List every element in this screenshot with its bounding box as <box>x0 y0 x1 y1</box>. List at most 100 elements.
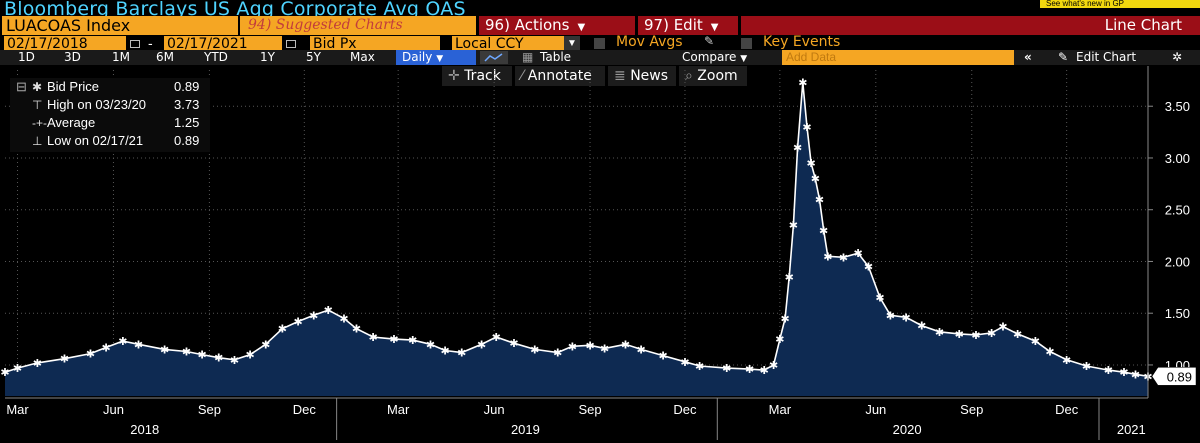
end-date-field[interactable]: 02/17/2021 <box>164 36 282 52</box>
data-point-marker: ✱ <box>760 364 769 377</box>
price-field-select[interactable]: Bid Px <box>310 36 440 52</box>
actions-menu-button[interactable]: 96) Actions ▼ <box>479 16 635 35</box>
data-point-marker: ✱ <box>1119 366 1128 379</box>
data-point-marker: ✱ <box>553 347 562 360</box>
key-events-checkbox[interactable] <box>741 38 752 49</box>
data-point-marker: ✱ <box>769 359 778 372</box>
data-point-marker: ✱ <box>811 173 820 186</box>
data-point-marker: ✱ <box>585 339 594 352</box>
mov-avgs-label: Mov Avgs <box>616 34 683 50</box>
asterisk-marker-icon: ✱ <box>32 80 43 94</box>
data-point-marker: ✱ <box>477 338 486 351</box>
data-point-marker: ✱ <box>819 224 828 237</box>
chevron-down-icon[interactable]: ▼ <box>564 36 580 52</box>
news-button[interactable]: ≣ News <box>608 66 676 86</box>
y-tick-label: 3.00 <box>1165 151 1190 166</box>
zoom-label: Zoom <box>697 68 738 84</box>
data-point-marker: ✱ <box>160 343 169 356</box>
table-button[interactable]: Table <box>540 50 572 64</box>
data-point-marker: ✱ <box>600 342 609 355</box>
annotate-button[interactable]: ⁄ Annotate <box>515 66 605 86</box>
data-point-marker: ✱ <box>134 338 143 351</box>
legend-row-bid-price[interactable]: ⊟ ✱ Bid Price 0.89 <box>10 78 210 96</box>
edit-chart-button[interactable]: Edit Chart <box>1076 50 1137 64</box>
y-tick-label: 2.00 <box>1165 254 1190 269</box>
data-point-marker: ✱ <box>426 338 435 351</box>
low-marker-icon: ⊥ <box>32 134 43 148</box>
data-point-marker: ✱ <box>457 347 466 360</box>
x-tick-label: Sep <box>578 402 601 417</box>
data-point-marker: ✱ <box>1104 364 1113 377</box>
calendar-icon[interactable] <box>128 36 142 52</box>
news-icon: ≣ <box>614 68 626 84</box>
table-icon[interactable]: ▦ <box>522 50 534 64</box>
add-data-input[interactable]: Add Data <box>782 50 1014 65</box>
line-chart-icon[interactable] <box>480 51 508 64</box>
key-events-label: Key Events <box>763 34 841 50</box>
period-ytd[interactable]: YTD <box>204 50 228 64</box>
pencil-icon[interactable]: ✎ <box>704 34 715 48</box>
data-point-marker: ✱ <box>509 337 518 350</box>
track-label: Track <box>464 68 501 84</box>
data-point-marker: ✱ <box>798 76 807 89</box>
data-point-marker: ✱ <box>13 362 22 375</box>
start-date-field[interactable]: 02/17/2018 <box>4 36 126 52</box>
x-tick-label: Dec <box>1055 402 1079 417</box>
frequency-select[interactable]: Daily ▼ <box>396 50 476 65</box>
data-point-marker: ✱ <box>793 142 802 155</box>
legend-row-average: -+- Average 1.25 <box>10 114 210 132</box>
ticker-field[interactable]: LUACOAS Index <box>2 16 238 35</box>
suggested-charts-button[interactable]: 94) Suggested Charts <box>240 16 476 35</box>
annotate-icon: ⁄ <box>521 68 524 84</box>
data-point-marker: ✱ <box>658 350 667 363</box>
data-point-marker: ✱ <box>245 349 254 362</box>
data-point-marker: ✱ <box>886 309 895 322</box>
data-point-marker: ✱ <box>214 352 223 365</box>
data-point-marker: ✱ <box>261 338 270 351</box>
data-point-marker: ✱ <box>621 338 630 351</box>
data-point-marker: ✱ <box>102 341 111 354</box>
year-label: 2019 <box>511 422 540 437</box>
period-1y[interactable]: 1Y <box>260 50 275 64</box>
data-point-marker: ✱ <box>182 345 191 358</box>
legend-panel: ⊟ ✱ Bid Price 0.89 ⊤ High on 03/23/20 3.… <box>10 78 210 152</box>
high-marker-icon: ⊤ <box>32 98 43 112</box>
data-point-marker: ✱ <box>955 328 964 341</box>
chevron-down-icon: ▼ <box>436 54 444 64</box>
data-point-marker: ✱ <box>823 250 832 263</box>
data-point-marker: ✱ <box>901 311 910 324</box>
legend-value: 3.73 <box>174 97 200 112</box>
edit-menu-button[interactable]: 97) Edit ▼ <box>638 16 738 35</box>
average-marker-icon: -+- <box>32 116 47 130</box>
chevron-down-icon: ▼ <box>577 22 586 33</box>
period-3d[interactable]: 3D <box>64 50 81 64</box>
data-point-marker: ✱ <box>230 354 239 367</box>
collapse-box-icon[interactable]: ⊟ <box>16 79 27 94</box>
calendar-icon[interactable] <box>284 36 298 52</box>
data-point-marker: ✱ <box>197 349 206 362</box>
legend-row-low: ⊥ Low on 02/17/21 0.89 <box>10 132 210 150</box>
period-5y[interactable]: 5Y <box>306 50 321 64</box>
data-point-marker: ✱ <box>1031 335 1040 348</box>
pencil-icon[interactable]: ✎ <box>1058 50 1069 64</box>
data-point-marker: ✱ <box>408 334 417 347</box>
period-6m[interactable]: 6M <box>156 50 174 64</box>
period-1d[interactable]: 1D <box>18 50 35 64</box>
whats-new-banner[interactable]: See what's new in GP <box>1040 0 1200 8</box>
data-point-marker: ✱ <box>339 312 348 325</box>
period-1m[interactable]: 1M <box>112 50 130 64</box>
compare-button[interactable]: Compare ▼ <box>682 50 747 65</box>
legend-label: Bid Price <box>47 79 100 94</box>
currency-select[interactable]: Local CCY <box>452 36 580 52</box>
year-label: 2020 <box>893 422 922 437</box>
zoom-button[interactable]: ⌕ Zoom <box>679 66 747 86</box>
last-value-text: 0.89 <box>1167 369 1192 384</box>
collapse-icon[interactable]: « <box>1024 50 1032 64</box>
y-tick-label: 3.50 <box>1165 99 1190 114</box>
data-point-marker: ✱ <box>278 323 287 336</box>
data-point-marker: ✱ <box>998 321 1007 334</box>
data-point-marker: ✱ <box>802 121 811 134</box>
mov-avgs-checkbox[interactable] <box>594 38 605 49</box>
gear-icon[interactable]: ✲ <box>1172 50 1183 64</box>
period-max[interactable]: Max <box>350 50 375 64</box>
